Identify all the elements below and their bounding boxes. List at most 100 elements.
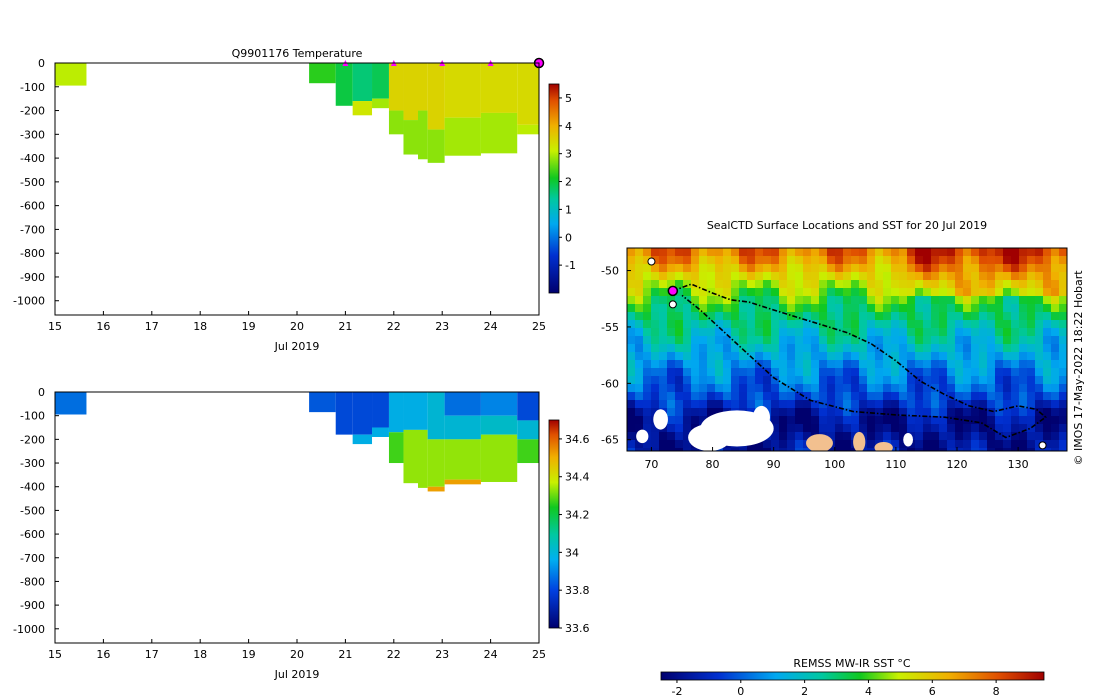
sst-cell	[891, 384, 899, 392]
temperature-plot-title: Q9901176 Temperature	[232, 47, 363, 60]
sst-cell	[803, 280, 811, 288]
sst-cell	[1019, 336, 1027, 344]
sst-cell	[955, 432, 963, 440]
sst-cell	[843, 336, 851, 344]
sst-cell	[627, 400, 635, 408]
sst-cell	[971, 272, 979, 280]
sst-cell	[819, 280, 827, 288]
sst-cell	[691, 272, 699, 280]
sst-cell	[939, 368, 947, 376]
sst-cell	[891, 408, 899, 416]
sst-cell	[923, 304, 931, 312]
sst-cell	[795, 392, 803, 400]
sst-cell	[995, 256, 1003, 264]
sst-cell	[651, 384, 659, 392]
sst-cell	[939, 288, 947, 296]
sst-cell	[771, 304, 779, 312]
sst-cell	[771, 272, 779, 280]
sst-cell	[763, 344, 771, 352]
sst-cell	[779, 312, 787, 320]
sst-cell	[875, 400, 883, 408]
y-tick-label: -800	[20, 247, 45, 260]
sst-cell	[1035, 424, 1043, 432]
sst-cell	[867, 384, 875, 392]
sst-cell	[939, 400, 947, 408]
sst-cell	[763, 384, 771, 392]
sst-cell	[915, 432, 923, 440]
sst-cell	[899, 384, 907, 392]
sst-cell	[843, 400, 851, 408]
sst-cell	[675, 440, 683, 448]
y-tick-label: -400	[20, 152, 45, 165]
sst-cell	[795, 432, 803, 440]
sst-cell	[715, 392, 723, 400]
sst-cell	[1035, 288, 1043, 296]
heatmap-cell	[309, 392, 336, 413]
sst-cell	[787, 360, 795, 368]
sst-cell	[851, 400, 859, 408]
sst-cell	[859, 360, 867, 368]
sst-cell	[875, 376, 883, 384]
sst-cell	[779, 432, 787, 440]
map-x-tick-label: 100	[824, 458, 845, 471]
sst-cell	[643, 304, 651, 312]
salinity-xlabel: Jul 2019	[274, 668, 320, 681]
sst-cell	[787, 304, 795, 312]
sst-cell	[787, 368, 795, 376]
sst-cell	[835, 344, 843, 352]
heatmap-cell	[388, 110, 404, 135]
sst-cell	[931, 280, 939, 288]
sst-cell	[931, 256, 939, 264]
sst-cell	[891, 368, 899, 376]
sst-cell	[1035, 320, 1043, 328]
sst-cell	[883, 296, 891, 304]
sst-colorbar-tick-label: 8	[993, 685, 1000, 698]
sst-cell	[667, 320, 675, 328]
sst-cell	[811, 400, 819, 408]
sst-cell	[875, 432, 883, 440]
sst-cell	[955, 304, 963, 312]
sst-cell	[1059, 280, 1067, 288]
sst-cell	[635, 304, 643, 312]
sst-cell	[867, 432, 875, 440]
sst-cell	[779, 360, 787, 368]
sst-cell	[819, 360, 827, 368]
sst-cell	[915, 264, 923, 272]
sst-cell	[939, 432, 947, 440]
sst-cell	[675, 408, 683, 416]
sst-cell	[651, 424, 659, 432]
sst-cell	[899, 376, 907, 384]
sst-cell	[811, 424, 819, 432]
sst-cell	[627, 408, 635, 416]
sst-cell	[707, 384, 715, 392]
heatmap-cell	[403, 120, 418, 155]
sst-cell	[827, 408, 835, 416]
sst-cell	[683, 448, 691, 451]
heatmap-cell	[372, 392, 389, 428]
sst-cell	[659, 432, 667, 440]
sst-cell	[667, 336, 675, 344]
sst-cell	[651, 296, 659, 304]
sst-cell	[715, 312, 723, 320]
sst-cell	[787, 392, 795, 400]
sst-cell	[867, 248, 875, 256]
sst-cell	[651, 248, 659, 256]
x-tick-label: 19	[242, 648, 256, 661]
sst-cell	[803, 448, 811, 451]
sst-cell	[1019, 264, 1027, 272]
sst-cell	[1035, 344, 1043, 352]
sst-cell	[971, 432, 979, 440]
sst-cell	[883, 288, 891, 296]
sst-cell	[755, 376, 763, 384]
sst-cell	[923, 392, 931, 400]
sst-cell	[899, 296, 907, 304]
sst-cell	[803, 368, 811, 376]
sst-cell	[883, 368, 891, 376]
sst-cell	[643, 352, 651, 360]
sst-cell	[1003, 256, 1011, 264]
sst-cell	[699, 384, 707, 392]
sst-cell	[731, 304, 739, 312]
sst-cell	[963, 384, 971, 392]
sst-cell	[971, 288, 979, 296]
sst-cell	[731, 336, 739, 344]
